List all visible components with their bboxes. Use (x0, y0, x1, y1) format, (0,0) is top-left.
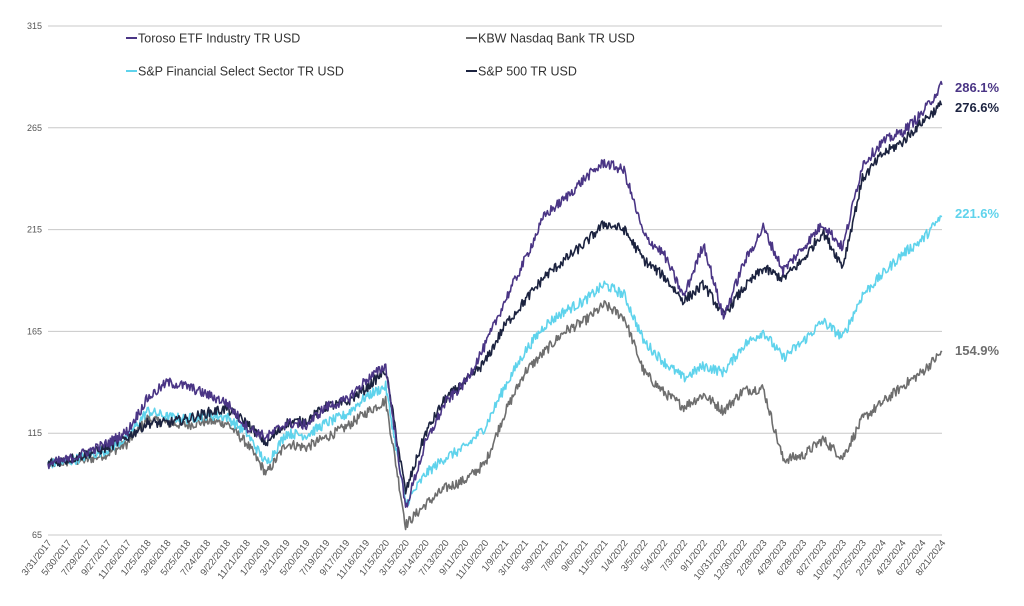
y-tick-label: 115 (28, 428, 42, 438)
series-lines (47, 80, 943, 531)
series-line-2 (47, 215, 943, 507)
legend: Toroso ETF Industry TR USD KBW Nasdaq Ban… (126, 32, 635, 79)
y-tick-label: 215 (27, 225, 42, 235)
x-axis-ticks: 3/31/20175/30/20177/29/20179/27/201711/2… (20, 538, 949, 582)
y-tick-label: 165 (27, 326, 42, 336)
legend-entry: KBW Nasdaq Bank TR USD (478, 32, 635, 46)
end-label-1: 276.6% (955, 100, 1000, 115)
y-tick-label: 315 (27, 21, 42, 31)
y-axis-ticks: 65 115 165 215 265 315 (27, 21, 42, 540)
end-labels: 286.1% 276.6% 221.6% 154.9% (955, 80, 1000, 358)
gridlines (48, 25, 942, 536)
legend-entry: S&P 500 TR USD (478, 65, 577, 79)
end-label-0: 286.1% (955, 80, 1000, 95)
legend-entry: S&P Financial Select Sector TR USD (138, 65, 344, 79)
legend-entry: Toroso ETF Industry TR USD (138, 32, 300, 46)
y-tick-label: 265 (27, 123, 42, 133)
end-label-2: 221.6% (955, 206, 1000, 221)
series-line-0 (47, 80, 943, 508)
y-tick-label: 65 (32, 530, 42, 540)
series-line-1 (47, 100, 943, 495)
end-label-3: 154.9% (955, 343, 1000, 358)
